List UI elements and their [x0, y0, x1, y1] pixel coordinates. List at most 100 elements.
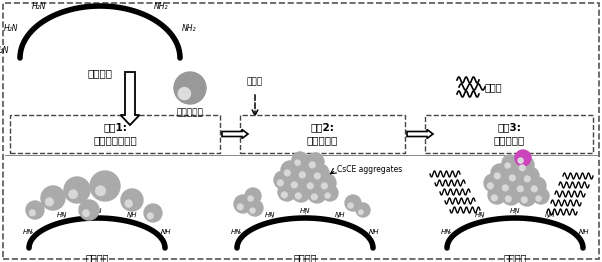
Circle shape — [528, 177, 546, 195]
Circle shape — [345, 195, 361, 211]
Bar — [10, 115, 220, 153]
Circle shape — [308, 185, 326, 203]
Circle shape — [274, 171, 292, 189]
Circle shape — [322, 185, 338, 201]
Text: 戊二醉: 戊二醉 — [485, 82, 503, 92]
Circle shape — [250, 208, 255, 213]
Text: HN: HN — [57, 212, 67, 218]
Text: 疏水基质: 疏水基质 — [293, 253, 317, 262]
Circle shape — [245, 188, 261, 204]
Circle shape — [348, 203, 353, 208]
Circle shape — [79, 200, 99, 220]
Circle shape — [29, 210, 35, 216]
Circle shape — [533, 188, 549, 204]
Text: H₂N: H₂N — [31, 2, 46, 11]
FancyArrow shape — [120, 72, 140, 125]
Text: NH₂: NH₂ — [154, 2, 169, 11]
Text: 步骤3:
戊二醉交联: 步骤3: 戊二醉交联 — [494, 122, 524, 146]
Circle shape — [514, 177, 532, 195]
Circle shape — [488, 186, 506, 204]
Circle shape — [521, 197, 527, 203]
Text: NH: NH — [335, 212, 345, 218]
Circle shape — [96, 186, 105, 196]
Circle shape — [308, 183, 313, 189]
Circle shape — [125, 200, 132, 207]
Circle shape — [291, 182, 297, 188]
Circle shape — [521, 167, 539, 185]
Circle shape — [299, 172, 305, 178]
Text: NH₂: NH₂ — [182, 24, 196, 34]
Circle shape — [284, 170, 290, 176]
Circle shape — [90, 171, 120, 201]
Circle shape — [311, 194, 317, 200]
Circle shape — [318, 174, 336, 192]
Circle shape — [234, 195, 252, 213]
Circle shape — [518, 186, 523, 192]
Circle shape — [237, 204, 243, 210]
Text: NH: NH — [545, 212, 555, 218]
Text: 疏水基质: 疏水基质 — [503, 253, 527, 262]
Text: HN: HN — [510, 208, 520, 214]
Circle shape — [295, 160, 300, 165]
Text: 步骤1:
氨基与疑基键合: 步骤1: 氨基与疑基键合 — [93, 122, 137, 146]
Circle shape — [41, 186, 65, 210]
Circle shape — [292, 152, 308, 168]
Text: H₂N: H₂N — [4, 24, 18, 34]
Text: HN: HN — [441, 229, 452, 235]
Circle shape — [281, 192, 287, 198]
Circle shape — [306, 153, 324, 171]
Circle shape — [292, 184, 310, 202]
Text: 步骤2:
乳糖酶聚集: 步骤2: 乳糖酶聚集 — [307, 122, 338, 146]
Text: NH₂: NH₂ — [93, 0, 107, 1]
Circle shape — [506, 166, 524, 184]
Text: 硫酸铵: 硫酸铵 — [247, 78, 263, 86]
Circle shape — [488, 183, 493, 189]
Circle shape — [491, 195, 497, 201]
Text: CsCE aggregates: CsCE aggregates — [337, 166, 402, 174]
Circle shape — [296, 163, 314, 181]
Circle shape — [356, 203, 370, 217]
Bar — [240, 115, 405, 153]
Circle shape — [494, 173, 500, 179]
Circle shape — [281, 161, 299, 179]
Circle shape — [174, 72, 206, 104]
Text: HN: HN — [265, 212, 275, 218]
Circle shape — [248, 196, 253, 201]
Circle shape — [359, 210, 363, 215]
Text: 游离乳糖酶: 游离乳糖酶 — [176, 108, 203, 117]
Circle shape — [506, 196, 511, 202]
Circle shape — [502, 187, 520, 205]
Text: 疏水基质: 疏水基质 — [85, 253, 109, 262]
Circle shape — [509, 175, 515, 181]
Circle shape — [178, 88, 190, 100]
Circle shape — [288, 173, 306, 191]
Circle shape — [484, 174, 502, 192]
Circle shape — [505, 163, 510, 168]
Text: HN: HN — [92, 208, 102, 214]
Circle shape — [325, 193, 330, 198]
Bar — [425, 115, 593, 153]
Circle shape — [536, 196, 541, 201]
Text: H₂N: H₂N — [0, 46, 10, 54]
Circle shape — [518, 188, 536, 206]
Text: 疏水基质: 疏水基质 — [87, 68, 113, 78]
Circle shape — [520, 165, 525, 171]
Circle shape — [46, 198, 53, 206]
Circle shape — [64, 177, 90, 203]
Text: HN: HN — [23, 229, 34, 235]
Circle shape — [309, 162, 315, 168]
Text: NH: NH — [126, 212, 137, 218]
Circle shape — [69, 190, 77, 198]
Circle shape — [296, 193, 301, 199]
Circle shape — [524, 176, 530, 182]
Circle shape — [532, 186, 537, 192]
Text: NH: NH — [579, 229, 589, 235]
Circle shape — [304, 174, 322, 192]
Text: NH: NH — [160, 229, 171, 235]
Circle shape — [516, 156, 534, 174]
Circle shape — [503, 185, 508, 191]
Circle shape — [491, 164, 509, 182]
Circle shape — [518, 158, 523, 163]
Circle shape — [144, 204, 162, 222]
Text: HN: HN — [300, 208, 310, 214]
